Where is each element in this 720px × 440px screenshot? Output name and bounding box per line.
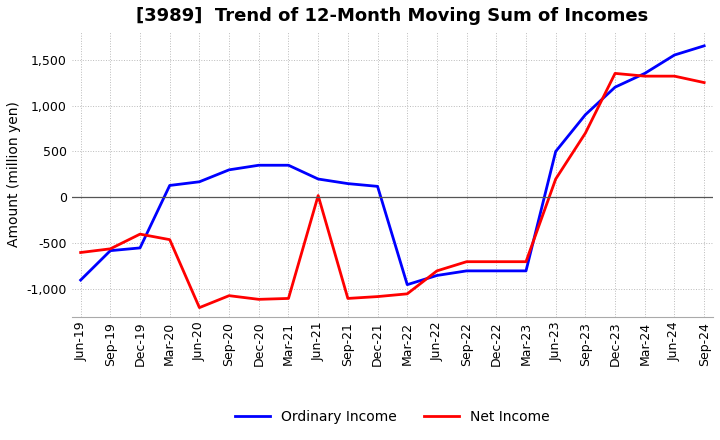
Net Income: [254, 297, 263, 302]
Net Income: [492, 259, 500, 264]
Net Income: [135, 231, 144, 237]
Net Income: [403, 291, 412, 297]
Net Income: [552, 176, 560, 182]
Y-axis label: Amount (million yen): Amount (million yen): [7, 102, 21, 247]
Legend: Ordinary Income, Net Income: Ordinary Income, Net Income: [230, 404, 555, 429]
Net Income: [106, 246, 114, 252]
Net Income: [76, 250, 85, 255]
Ordinary Income: [166, 183, 174, 188]
Ordinary Income: [492, 268, 500, 274]
Net Income: [581, 130, 590, 136]
Ordinary Income: [225, 167, 233, 172]
Net Income: [641, 73, 649, 79]
Net Income: [462, 259, 471, 264]
Line: Net Income: Net Income: [81, 73, 704, 308]
Ordinary Income: [314, 176, 323, 182]
Ordinary Income: [254, 163, 263, 168]
Net Income: [700, 80, 708, 85]
Ordinary Income: [195, 179, 204, 184]
Ordinary Income: [581, 112, 590, 117]
Ordinary Income: [552, 149, 560, 154]
Net Income: [284, 296, 293, 301]
Ordinary Income: [284, 163, 293, 168]
Net Income: [522, 259, 531, 264]
Ordinary Income: [433, 273, 441, 278]
Ordinary Income: [670, 52, 679, 58]
Ordinary Income: [106, 248, 114, 253]
Ordinary Income: [343, 181, 352, 186]
Ordinary Income: [403, 282, 412, 287]
Net Income: [166, 237, 174, 242]
Ordinary Income: [522, 268, 531, 274]
Net Income: [343, 296, 352, 301]
Net Income: [314, 193, 323, 198]
Ordinary Income: [641, 71, 649, 76]
Net Income: [433, 268, 441, 274]
Title: [3989]  Trend of 12-Month Moving Sum of Incomes: [3989] Trend of 12-Month Moving Sum of I…: [136, 7, 649, 25]
Net Income: [195, 305, 204, 310]
Net Income: [611, 71, 619, 76]
Ordinary Income: [135, 245, 144, 250]
Line: Ordinary Income: Ordinary Income: [81, 46, 704, 285]
Ordinary Income: [462, 268, 471, 274]
Ordinary Income: [700, 43, 708, 48]
Net Income: [225, 293, 233, 298]
Net Income: [670, 73, 679, 79]
Ordinary Income: [76, 277, 85, 282]
Net Income: [373, 294, 382, 299]
Ordinary Income: [611, 84, 619, 90]
Ordinary Income: [373, 184, 382, 189]
